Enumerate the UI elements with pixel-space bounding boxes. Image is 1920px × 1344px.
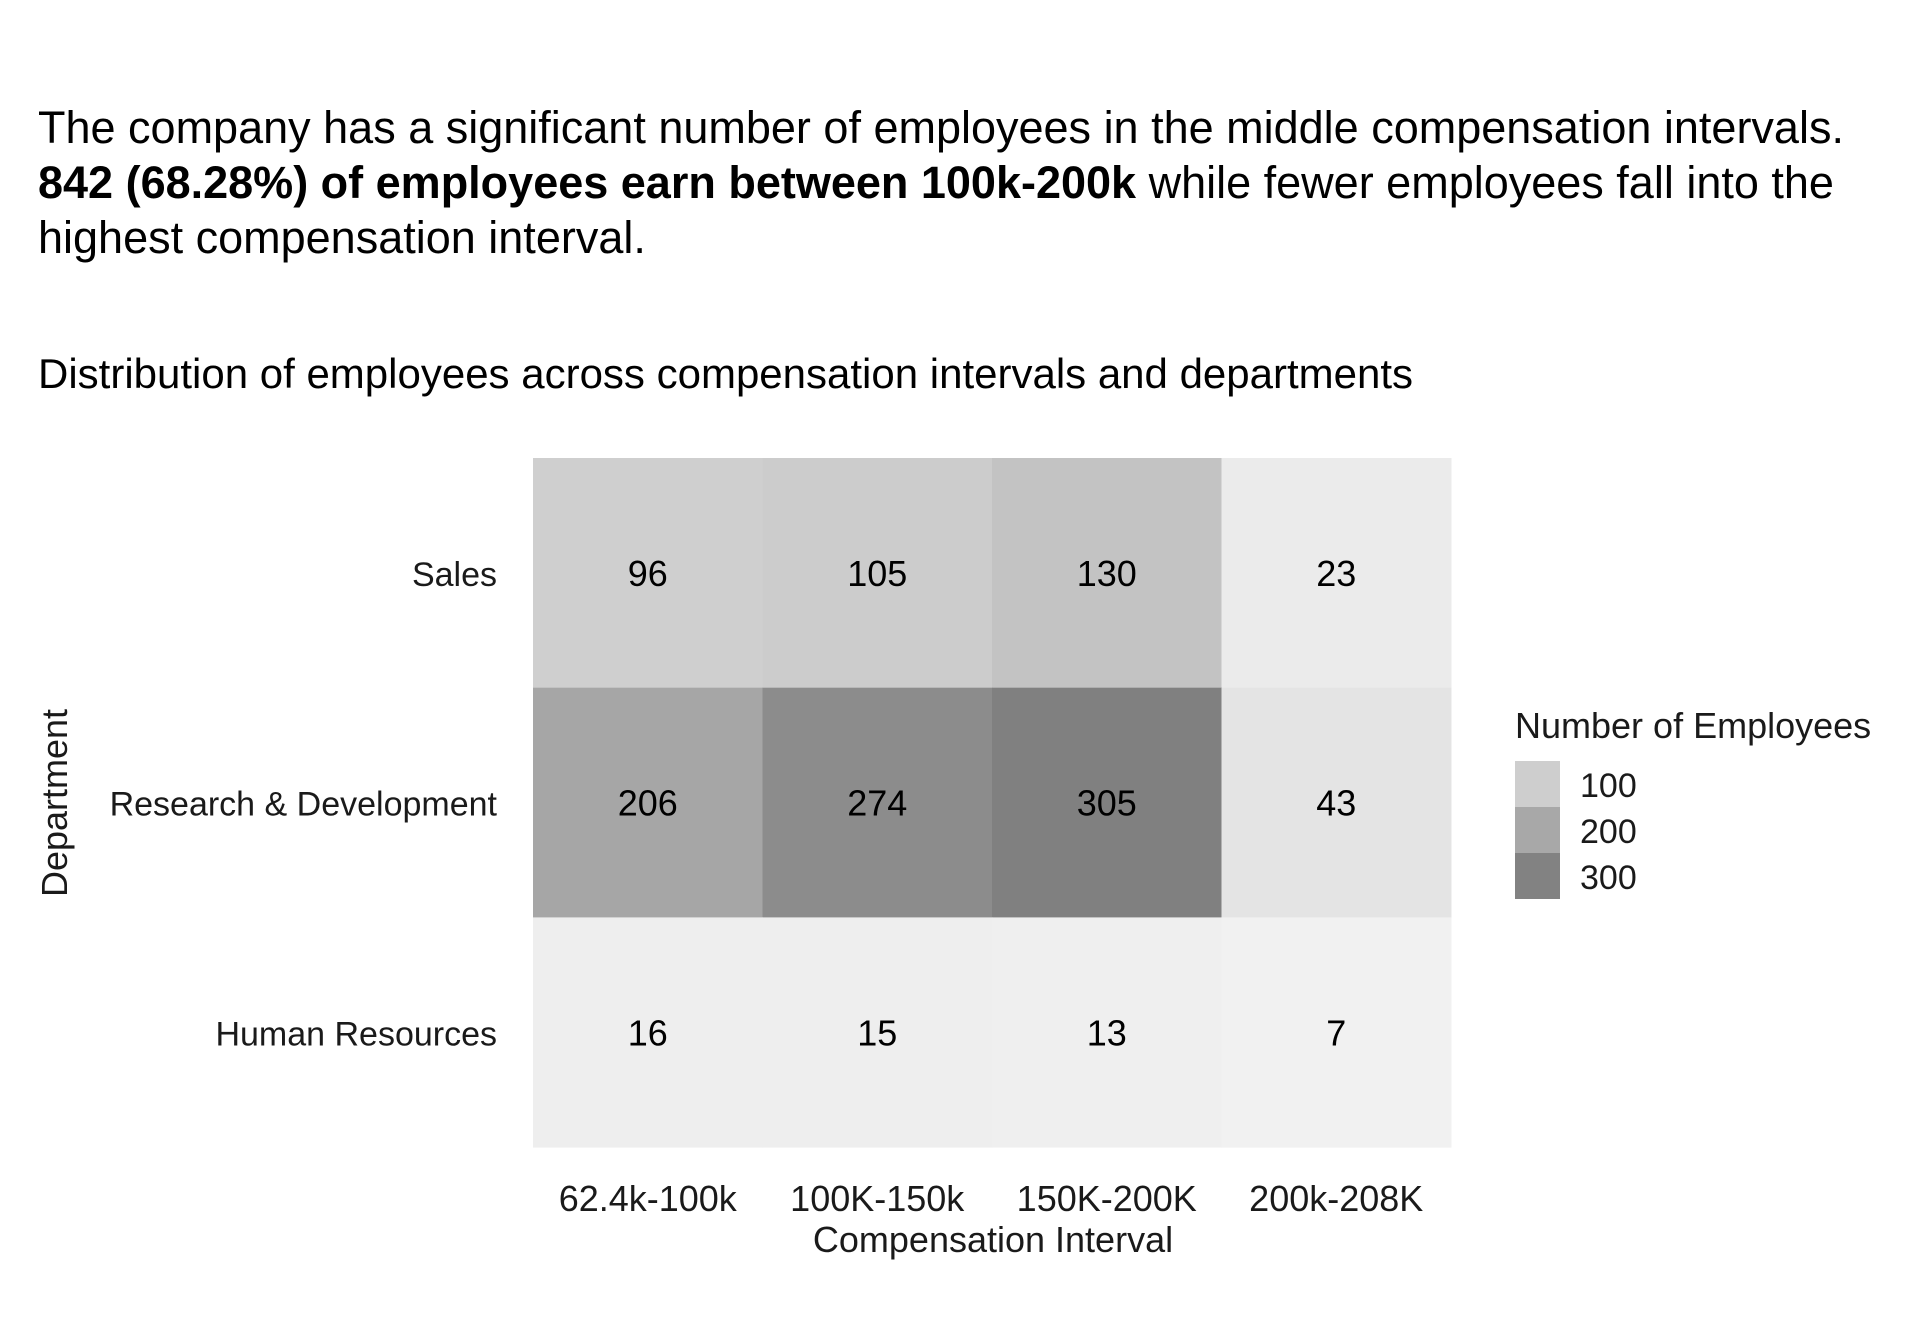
cell-value-label: 7 [1326,1012,1346,1053]
caption-highlight: 842 (68.28%) of employees earn between 1… [38,157,1137,208]
cell-value-label: 43 [1316,783,1356,824]
chart-caption: The company has a significant number of … [38,100,1898,265]
x-tick-label: 150K-200K [1017,1178,1197,1219]
heatmap-cell [992,458,1222,689]
heatmap-cell [762,687,993,918]
caption-line-3: highest compensation interval. [38,212,646,263]
legend-key-swatch [1515,761,1560,807]
y-axis-tick-labels: Sales Research & Development Human Resourc… [110,556,498,1053]
cell-value-label: 96 [628,553,668,594]
cell-value-label: 105 [847,553,907,594]
cell-value-label: 206 [618,783,678,824]
heatmap-cell [1221,687,1452,918]
legend-title: Number of Employees [1515,705,1871,746]
y-axis-label: Department [34,709,75,897]
heatmap-cell [533,687,763,918]
heatmap-cell-labels: 96 105 130 23 206 274 305 43 16 15 13 7 [618,553,1357,1053]
y-tick-label: Sales [412,556,497,594]
caption-line-2-rest: while fewer employees fall into the [1136,157,1834,208]
heatmap-cell [992,917,1222,1148]
x-tick-label: 100K-150k [790,1178,965,1219]
y-tick-label: Human Resources [215,1015,497,1053]
cell-value-label: 274 [847,783,907,824]
chart-title: Distribution of employees across compens… [38,350,1413,397]
cell-value-label: 15 [857,1012,897,1053]
legend-keys: 100 200 300 [1515,761,1637,899]
x-tick-label: 200k-208K [1249,1178,1423,1219]
heatmap-cell [762,458,993,689]
cell-value-label: 305 [1077,783,1137,824]
heatmap-cell [533,917,763,1148]
legend-key-label: 300 [1580,859,1637,897]
caption-line-1: The company has a significant number of … [38,102,1844,153]
heatmap-cell [1221,917,1452,1148]
x-axis-tick-labels: 62.4k-100k 100K-150k 150K-200K 200k-208K [559,1178,1424,1219]
legend-key-label: 200 [1580,813,1637,851]
cell-value-label: 23 [1316,553,1356,594]
heatmap-cell [992,687,1222,918]
legend-key-label: 100 [1580,767,1637,805]
heatmap-cell [1221,458,1452,689]
cell-value-label: 13 [1087,1012,1127,1053]
legend-key-swatch [1515,807,1560,853]
cell-value-label: 16 [628,1012,668,1053]
heatmap-cell [533,458,763,689]
heatmap-cell [762,917,993,1148]
legend-key-swatch [1515,853,1560,899]
x-tick-label: 62.4k-100k [559,1178,738,1219]
heatmap-cells [533,458,1452,1148]
x-axis-label: Compensation Interval [813,1219,1173,1260]
cell-value-label: 130 [1077,553,1137,594]
color-legend: Number of Employees 100 200 300 [1515,705,1871,899]
y-tick-label: Research & Development [110,786,498,824]
